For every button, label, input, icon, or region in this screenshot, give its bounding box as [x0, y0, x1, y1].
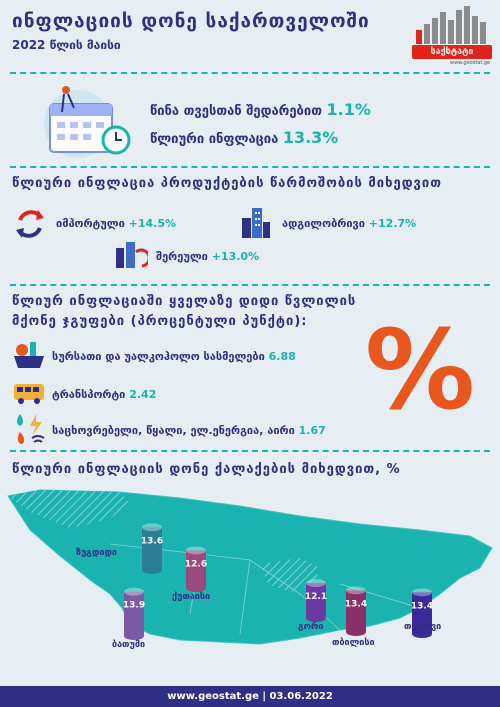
footer[interactable]: www.geostat.ge | 03.06.2022 — [0, 686, 500, 707]
groups-title-line2: მქონე ჯგუფები (პროცენტული პუნქტი): — [12, 314, 308, 329]
annual-value: 13.3% — [282, 128, 339, 147]
column-value-label: 12.1 — [305, 592, 327, 602]
origin-mixed: შერეული +13.0% — [156, 250, 259, 263]
food-basket-icon — [14, 342, 44, 368]
city-label-tbilisi: თბილისი — [332, 638, 375, 648]
column-cap — [124, 587, 144, 596]
city-label-batumi: ბათუმი — [112, 640, 146, 650]
logo-bars-icon — [414, 6, 490, 44]
city-label-gori: გორი — [298, 622, 324, 632]
city-label-kutaisi: ქუთაისი — [172, 592, 211, 602]
imported-value: +14.5% — [128, 217, 177, 230]
divider — [10, 450, 490, 452]
page-title: ინფლაციის დონე საქართველოში — [12, 10, 370, 32]
column-base — [124, 632, 144, 640]
city-column-1: 13.6 — [141, 523, 163, 574]
divider — [10, 284, 490, 286]
group-transport: ტრანსპორტი 2.42 — [52, 388, 156, 401]
group-food: სურსათი და უალკოჰოლო სასმელები 6.88 — [52, 350, 296, 363]
column-cap — [142, 523, 162, 532]
local-label: ადგილობრივი — [282, 217, 365, 230]
annual-inflation: წლიური ინფლაცია 13.3% — [150, 128, 338, 147]
imported-label: იმპორტული — [56, 217, 125, 230]
city-columns-chart: 13.6 12.6 13.9 12.1 13.4 13.4 — [123, 523, 433, 640]
column-value-label: 13.4 — [345, 599, 367, 609]
utilities-icon — [17, 414, 45, 444]
transport-label: ტრანსპორტი — [52, 388, 126, 401]
column-value-label: 13.9 — [123, 601, 145, 611]
city-label-zugdidi: ზუგდიდი — [76, 548, 118, 558]
column-bar — [306, 583, 326, 618]
column-base — [346, 628, 366, 636]
page-subtitle: 2022 წლის მაისი — [12, 38, 121, 52]
city-buildings-icon — [242, 208, 270, 238]
transport-value: 2.42 — [129, 388, 157, 401]
groups-title-line1: წლიურ ინფლაციაში ყველაზე დიდი წვლილის — [12, 294, 357, 309]
city-label-telavi: თელავი — [404, 622, 442, 632]
geostat-logo[interactable]: საქსტატი www.geostat.ge — [410, 6, 495, 66]
origin-imported: იმპორტული +14.5% — [56, 217, 176, 230]
monthly-label: წინა თვესთან შედარებით — [150, 104, 322, 119]
group-housing: საცხოვრებელი, წყალი, ელ.ენერგია, აირი 1.… — [52, 424, 326, 437]
housing-label: საცხოვრებელი, წყალი, ელ.ენერგია, აირი — [52, 424, 295, 437]
column-value-label: 13.4 — [411, 601, 433, 611]
cities-section-title: წლიური ინფლაციის დონე ქალაქების მიხედვით… — [12, 462, 401, 477]
mixed-origin-icon — [116, 242, 148, 268]
logo-word: საქსტატი — [412, 45, 492, 59]
column-base — [412, 630, 432, 638]
city-column-2: 12.6 — [185, 546, 207, 592]
column-cap — [412, 588, 432, 597]
monthly-inflation: წინა თვესთან შედარებით 1.1% — [150, 100, 371, 119]
column-bar — [412, 592, 432, 634]
column-base — [142, 566, 162, 574]
calendar-clock-icon — [44, 86, 131, 158]
column-bar — [346, 590, 366, 632]
column-cap — [346, 586, 366, 595]
monthly-value: 1.1% — [326, 100, 371, 119]
origin-local: ადგილობრივი +12.7% — [282, 217, 416, 230]
city-column-5: 13.4 — [345, 586, 367, 636]
origin-section-title: წლიური ინფლაცია პროდუქტების წარმოშობის მ… — [12, 176, 442, 191]
food-label: სურსათი და უალკოჰოლო სასმელები — [52, 350, 265, 363]
column-value-label: 12.6 — [185, 559, 207, 569]
column-bar — [186, 550, 206, 588]
mixed-label: შერეული — [156, 250, 208, 263]
column-bar — [142, 527, 162, 570]
import-arrows-icon — [16, 210, 44, 238]
column-base — [306, 614, 326, 622]
mixed-value: +13.0% — [211, 250, 260, 263]
housing-value: 1.67 — [298, 424, 326, 437]
column-base — [186, 584, 206, 592]
city-column-6: 13.4 — [411, 588, 433, 638]
column-value-label: 13.6 — [141, 536, 163, 546]
divider — [10, 72, 490, 74]
logo-url: www.geostat.ge — [450, 60, 491, 66]
city-column-3: 13.9 — [123, 587, 145, 640]
divider — [10, 166, 490, 168]
city-column-4: 12.1 — [305, 579, 327, 622]
column-cap — [306, 579, 326, 588]
local-value: +12.7% — [368, 217, 417, 230]
bus-icon — [14, 384, 44, 404]
food-value: 6.88 — [268, 350, 296, 363]
annual-label: წლიური ინფლაცია — [150, 132, 279, 147]
percent-symbol: % — [364, 306, 476, 434]
column-cap — [186, 546, 206, 555]
column-bar — [124, 591, 144, 636]
